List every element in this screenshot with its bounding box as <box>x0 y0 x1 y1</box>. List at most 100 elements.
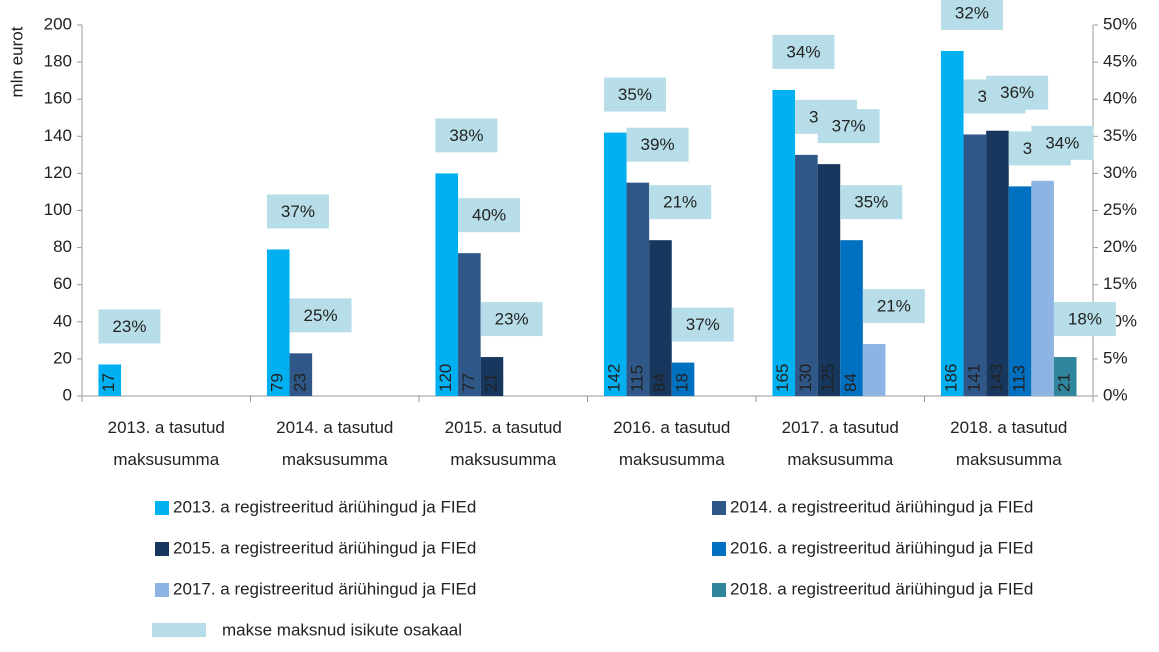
y2-tick-label: 35% <box>1103 126 1137 145</box>
y2-tick-label: 0% <box>1103 385 1128 404</box>
share-label: 39% <box>641 135 675 154</box>
bar <box>671 362 695 396</box>
x-tick-label: 2013. a tasutud maksusumma <box>108 418 225 469</box>
x-tick-label-line: maksusumma <box>956 450 1062 469</box>
share-label-box <box>940 0 1003 30</box>
bar-value-label: 77 <box>459 373 478 392</box>
legend-swatch <box>712 542 726 556</box>
share-label-box <box>862 289 925 324</box>
bar <box>458 253 481 396</box>
y-tick-label: 60 <box>53 274 72 293</box>
bar <box>480 357 504 396</box>
bar-value-label: 143 <box>987 364 1006 392</box>
bar-value-label: 84 <box>650 373 669 392</box>
bar-value-label: 165 <box>773 364 792 392</box>
legend-label: 2014. a registreeritud äriühingud ja FIE… <box>730 497 1033 516</box>
bar <box>963 134 987 396</box>
bar-value-label: 141 <box>964 364 983 392</box>
bar-value-label: 23 <box>290 373 309 392</box>
share-label: 18% <box>1068 310 1102 329</box>
y-tick-label: 40 <box>53 311 72 330</box>
bar-value-label: 120 <box>436 364 455 392</box>
bar-value-label: 21 <box>481 373 500 392</box>
bar <box>266 249 290 396</box>
y-tick-label: 140 <box>44 126 72 145</box>
share-label-box <box>649 185 712 220</box>
y2-tick-label: 50% <box>1103 14 1137 33</box>
bar-value-label: 113 <box>1010 365 1029 392</box>
share-label-box <box>772 34 835 69</box>
share-label: 40% <box>472 206 506 225</box>
y2-tick-label: 25% <box>1103 200 1137 219</box>
legend-label: 2018. a registreeritud äriühingud ja FIE… <box>730 579 1033 598</box>
share-label: 35% <box>618 85 652 104</box>
y-tick-label: 160 <box>44 89 72 108</box>
x-tick-label: 2017. a tasutud maksusumma <box>782 418 899 469</box>
x-tick-label-line: 2017. a tasutud <box>782 418 899 437</box>
bar <box>289 353 313 396</box>
x-tick-label: 2015. a tasutud maksusumma <box>445 418 562 469</box>
bar <box>626 182 650 396</box>
share-label: 21% <box>877 297 911 316</box>
legend-label: 2016. a registreeritud äriühingud ja FIE… <box>730 538 1033 557</box>
share-label: 25% <box>304 306 338 325</box>
bar-value-label: 186 <box>942 364 961 392</box>
bar <box>986 130 1009 397</box>
x-tick-label-line: 2016. a tasutud <box>613 418 730 437</box>
share-label: 37% <box>832 117 866 136</box>
share-label-box <box>603 77 666 112</box>
bar <box>795 154 818 396</box>
y2-tick-label: 40% <box>1103 89 1137 108</box>
share-label: 21% <box>663 193 697 212</box>
share-label-box <box>266 194 329 229</box>
bar-value-label: 18 <box>673 373 692 392</box>
share-label-box <box>986 75 1049 110</box>
share-label: 35% <box>854 193 888 212</box>
share-label-box <box>289 298 352 333</box>
x-tick-label: 2016. a tasutud maksusumma <box>613 418 730 469</box>
bar <box>1053 357 1077 396</box>
bar <box>862 344 886 396</box>
y-tick-label: 20 <box>53 348 72 367</box>
bar <box>940 50 964 396</box>
x-tick-label-line: maksusumma <box>113 450 219 469</box>
bar-value-label: 125 <box>818 364 837 392</box>
share-label: 34% <box>1045 133 1079 152</box>
y-tick-label: 0 <box>63 385 72 404</box>
bar <box>1031 180 1054 396</box>
share-label: 37% <box>686 315 720 334</box>
x-tick-label-line: maksusumma <box>787 450 893 469</box>
legend-swatch <box>155 583 169 597</box>
x-tick-label-line: 2018. a tasutud <box>950 418 1067 437</box>
legend-swatch <box>152 623 206 637</box>
share-label: 37% <box>281 202 315 221</box>
bar <box>435 173 459 396</box>
legend-swatch <box>712 583 726 597</box>
bar <box>603 132 627 396</box>
share-label: 36% <box>1000 83 1034 102</box>
bar-value-label: 130 <box>796 364 815 392</box>
y2-tick-label: 20% <box>1103 237 1137 256</box>
share-label-box <box>1031 125 1094 160</box>
share-label-box <box>626 127 689 162</box>
x-tick-label-line: 2014. a tasutud <box>276 418 393 437</box>
x-tick-label-line: maksusumma <box>450 450 556 469</box>
y-tick-label: 200 <box>44 14 72 33</box>
bar <box>817 164 841 396</box>
y-tick-label: 120 <box>44 163 72 182</box>
share-label-box <box>817 109 880 144</box>
share-label-box <box>1053 302 1116 337</box>
share-label: 32% <box>955 3 989 22</box>
x-tick-label-line: 2013. a tasutud <box>108 418 225 437</box>
legend-swatch <box>155 501 169 515</box>
legend-label: 2017. a registreeritud äriühingud ja FIE… <box>173 579 476 598</box>
bar-value-label: 142 <box>605 364 624 392</box>
bar <box>772 89 796 397</box>
share-label-box <box>435 118 498 153</box>
bar-value-label: 21 <box>1055 373 1074 392</box>
legend-label: 2013. a registreeritud äriühingud ja FIE… <box>173 497 476 516</box>
x-tick-label-line: maksusumma <box>619 450 725 469</box>
bar <box>649 240 672 396</box>
share-label: 23% <box>495 310 529 329</box>
